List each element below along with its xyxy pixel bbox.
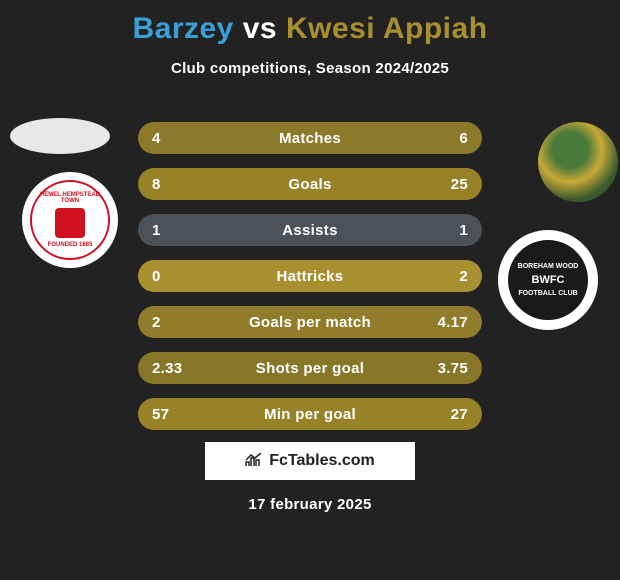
club-left-text-bottom: FOUNDED 1885 bbox=[48, 242, 93, 248]
stat-label: Matches bbox=[192, 130, 428, 147]
club-right-text-bottom: FOOTBALL CLUB bbox=[518, 290, 577, 297]
stat-left-value: 2.33 bbox=[152, 360, 192, 377]
stat-right-value: 3.75 bbox=[428, 360, 468, 377]
stat-row: 57Min per goal27 bbox=[138, 398, 482, 430]
stat-right-value: 25 bbox=[428, 176, 468, 193]
chart-icon bbox=[245, 453, 263, 470]
stat-right-value: 4.17 bbox=[428, 314, 468, 331]
club-left-crest-icon bbox=[55, 208, 85, 238]
player1-name: Barzey bbox=[132, 12, 233, 45]
stat-label: Min per goal bbox=[192, 406, 428, 423]
fctables-logo: FcTables.com bbox=[205, 442, 415, 480]
stat-label: Hattricks bbox=[192, 268, 428, 285]
stat-row: 0Hattricks2 bbox=[138, 260, 482, 292]
stat-label: Goals per match bbox=[192, 314, 428, 331]
stat-label: Shots per goal bbox=[192, 360, 428, 377]
stat-left-value: 0 bbox=[152, 268, 192, 285]
club-right-bwfc: BWFC bbox=[532, 274, 565, 286]
stat-row: 2.33Shots per goal3.75 bbox=[138, 352, 482, 384]
stat-row: 2Goals per match4.17 bbox=[138, 306, 482, 338]
club-badge-right: BOREHAM WOOD BWFC FOOTBALL CLUB bbox=[498, 230, 598, 330]
stat-left-value: 4 bbox=[152, 130, 192, 147]
stat-left-value: 1 bbox=[152, 222, 192, 239]
stat-row: 4Matches6 bbox=[138, 122, 482, 154]
club-right-emblem: BOREHAM WOOD BWFC FOOTBALL CLUB bbox=[505, 237, 591, 323]
stat-right-value: 2 bbox=[428, 268, 468, 285]
player2-avatar bbox=[538, 122, 618, 202]
stat-left-value: 57 bbox=[152, 406, 192, 423]
stat-left-value: 8 bbox=[152, 176, 192, 193]
vs-text: vs bbox=[243, 12, 277, 45]
comparison-title: Barzey vs Kwesi Appiah bbox=[0, 0, 620, 46]
club-left-text-top: HEMEL HEMPSTEAD TOWN bbox=[32, 192, 108, 204]
stat-right-value: 6 bbox=[428, 130, 468, 147]
club-left-emblem: HEMEL HEMPSTEAD TOWN FOUNDED 1885 bbox=[30, 180, 110, 260]
stat-left-value: 2 bbox=[152, 314, 192, 331]
club-badge-left: HEMEL HEMPSTEAD TOWN FOUNDED 1885 bbox=[22, 172, 118, 268]
stat-right-value: 27 bbox=[428, 406, 468, 423]
stat-row: 8Goals25 bbox=[138, 168, 482, 200]
stat-right-value: 1 bbox=[428, 222, 468, 239]
player1-avatar bbox=[10, 118, 110, 154]
season-subtitle: Club competitions, Season 2024/2025 bbox=[0, 60, 620, 77]
stats-list: 4Matches68Goals251Assists10Hattricks22Go… bbox=[138, 122, 482, 444]
player2-name: Kwesi Appiah bbox=[286, 12, 488, 45]
infographic-date: 17 february 2025 bbox=[0, 496, 620, 513]
logo-text: FcTables.com bbox=[269, 452, 375, 470]
stat-label: Goals bbox=[192, 176, 428, 193]
stat-label: Assists bbox=[192, 222, 428, 239]
club-right-text-top: BOREHAM WOOD bbox=[518, 263, 579, 270]
stat-row: 1Assists1 bbox=[138, 214, 482, 246]
